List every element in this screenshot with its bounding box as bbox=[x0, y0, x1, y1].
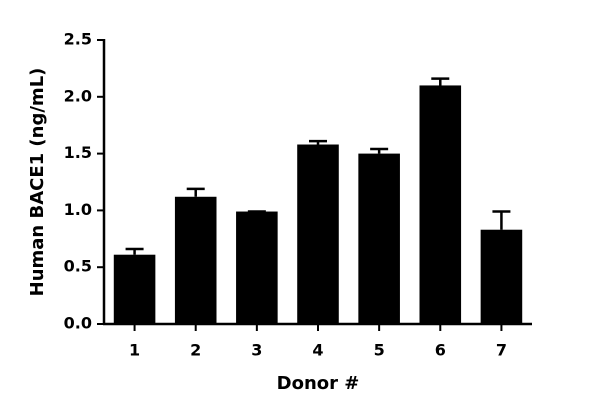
x-tick-label: 4 bbox=[312, 341, 323, 360]
error-bar bbox=[431, 77, 450, 86]
error-bar bbox=[309, 139, 327, 145]
bar bbox=[419, 85, 462, 324]
x-tick-label: 6 bbox=[435, 341, 446, 360]
x-tick-label: 2 bbox=[190, 341, 201, 360]
error-bar bbox=[492, 210, 511, 230]
x-tick-label: 1 bbox=[129, 341, 140, 360]
bar bbox=[113, 254, 156, 324]
bar bbox=[480, 229, 523, 324]
y-tick-label: 2.0 bbox=[64, 86, 92, 105]
x-tick-label: 5 bbox=[374, 341, 385, 360]
error-bar bbox=[370, 147, 389, 154]
x-tick-label: 7 bbox=[496, 341, 507, 360]
y-axis-title: Human BACE1 (ng/mL) bbox=[27, 68, 48, 297]
y-tick-label: 0.5 bbox=[64, 257, 92, 276]
y-tick-label: 1.5 bbox=[64, 143, 92, 162]
y-tick-label: 0.0 bbox=[64, 314, 92, 333]
x-axis-title: Donor # bbox=[277, 373, 360, 394]
error-bar bbox=[186, 187, 205, 197]
bar bbox=[297, 144, 339, 324]
y-tick-label: 1.0 bbox=[64, 200, 92, 219]
bar bbox=[236, 211, 278, 324]
x-tick-label: 3 bbox=[251, 341, 262, 360]
bar bbox=[174, 196, 217, 324]
y-tick-label: 2.5 bbox=[64, 30, 92, 49]
bar bbox=[358, 153, 400, 324]
error-bar bbox=[125, 247, 144, 255]
